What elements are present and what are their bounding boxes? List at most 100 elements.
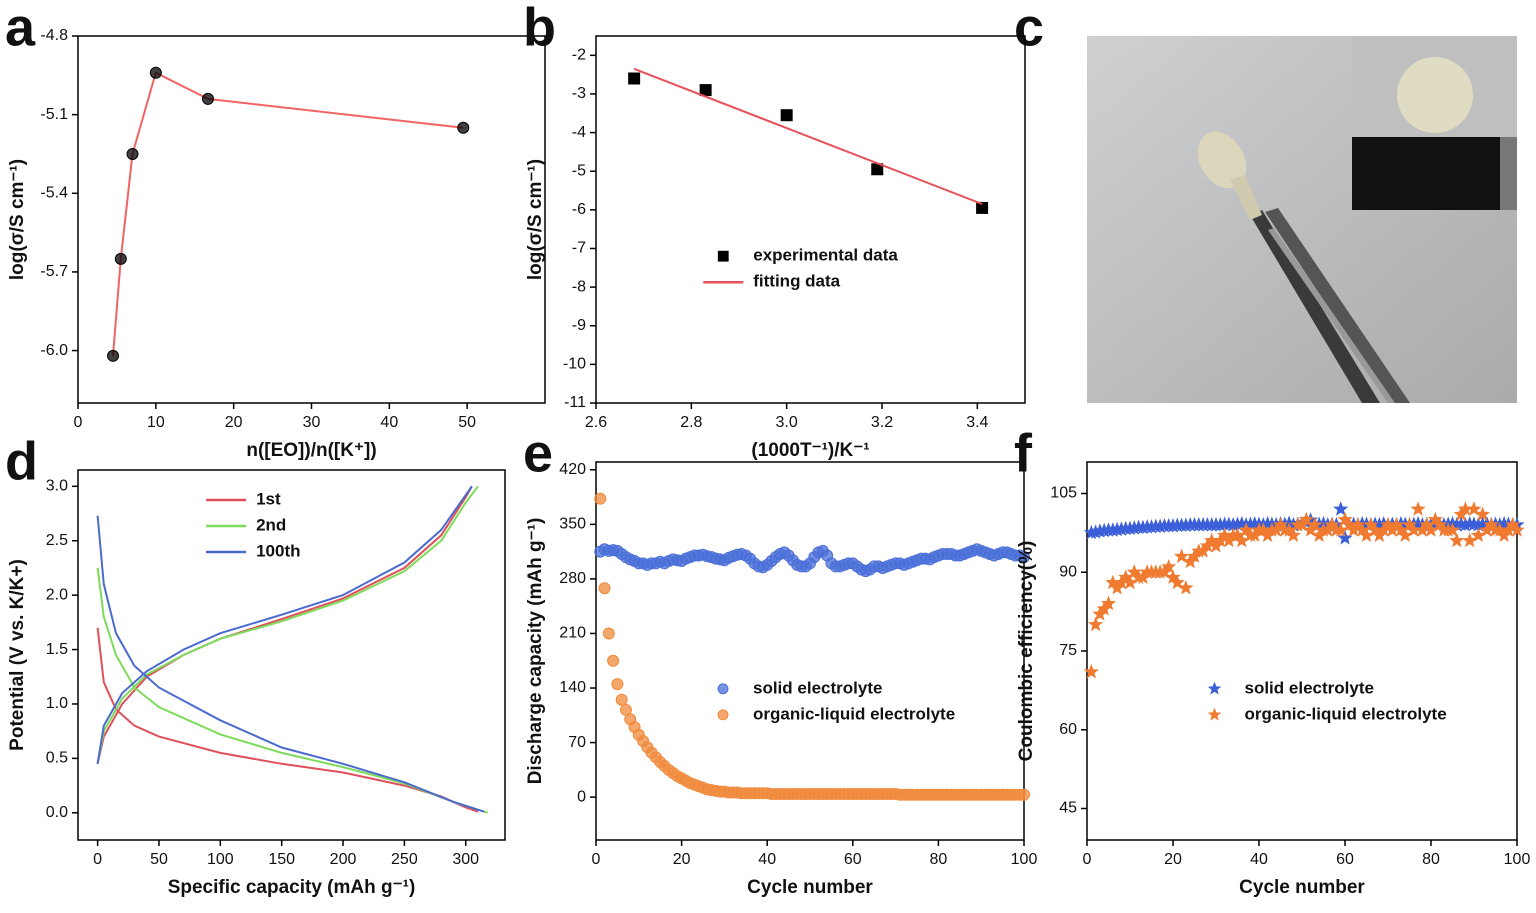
series-line [112, 71, 464, 356]
chart: b (1000T⁻¹)/K⁻¹ log(σ/S cm⁻¹) 2.6 2.8 3.0 3.2 3… [523, 0, 1026, 461]
marker [1204, 532, 1220, 548]
y-tick-label: 1.5 [46, 641, 68, 658]
y-tick-label: 105 [1050, 485, 1077, 502]
marker [1195, 543, 1211, 558]
legend-label: 2nd [256, 515, 286, 534]
x-tick-label: 150 [268, 851, 295, 868]
x-tick-label: 200 [330, 851, 357, 868]
marker [1113, 574, 1129, 590]
marker [1186, 548, 1203, 563]
marker [1303, 522, 1319, 537]
marker [1260, 527, 1276, 542]
marker [1483, 517, 1499, 532]
marker [1449, 532, 1465, 548]
marker [1505, 517, 1521, 532]
y-tick-label: 420 [559, 461, 586, 478]
y-tick-label: -9 [572, 317, 586, 334]
marker [457, 121, 470, 134]
y-tick-label: -5.1 [40, 106, 68, 123]
legend-swatch [1207, 681, 1222, 695]
x-tick-label: 0 [592, 851, 601, 868]
marker [1165, 569, 1181, 584]
marker [1285, 527, 1301, 542]
membrane [1197, 131, 1247, 189]
series-line [633, 67, 983, 205]
marker [1358, 527, 1375, 542]
marker [1371, 517, 1387, 532]
tweezer-arm [1250, 210, 1380, 403]
marker [1118, 569, 1134, 584]
series-line [96, 485, 479, 813]
legend-label: solid electrolyte [753, 678, 882, 697]
x-tick-label: 60 [1336, 851, 1354, 868]
legend-swatch [717, 250, 729, 262]
legend-swatch [1207, 707, 1222, 721]
y-tick-label: -7 [572, 240, 586, 257]
marker [1350, 517, 1366, 532]
marker [149, 66, 162, 79]
y-tick-label: -11 [564, 394, 586, 411]
inset-ruler-edge [1500, 137, 1517, 210]
marker [1393, 522, 1409, 537]
marker [1174, 548, 1190, 563]
x-tick-label: 50 [458, 414, 476, 431]
marker [628, 72, 641, 85]
marker [1255, 522, 1271, 537]
marker [1414, 522, 1430, 537]
marker [1169, 574, 1185, 590]
y-tick-label: -6 [572, 201, 586, 218]
marker [1479, 522, 1495, 537]
marker [1294, 517, 1310, 532]
marker [1324, 517, 1340, 532]
marker [1462, 532, 1478, 548]
x-tick-label: 100 [1011, 851, 1038, 868]
marker [1088, 524, 1104, 539]
marker [1156, 564, 1172, 579]
membrane [1230, 175, 1262, 220]
marker [1363, 517, 1379, 532]
x-axis-title: Specific capacity (mAh g⁻¹) [168, 877, 416, 898]
marker [1238, 522, 1254, 537]
marker [976, 201, 989, 214]
x-tick-label: 3.2 [871, 414, 893, 431]
x-tick-label: 300 [452, 851, 479, 868]
marker [1088, 616, 1104, 632]
x-tick-label: 0 [1083, 851, 1092, 868]
plot-frame [595, 35, 1026, 404]
marker [611, 678, 624, 691]
marker [1281, 522, 1297, 537]
y-tick-label: 0.5 [46, 750, 68, 767]
marker [1100, 595, 1117, 611]
x-tick-label: 40 [1250, 851, 1268, 868]
marker [107, 349, 120, 362]
y-tick-label: -4.8 [40, 27, 68, 44]
y-tick-label: -5.7 [40, 263, 68, 280]
chart: e Cycle number Discharge capacity (mAh g⁻¹… [523, 423, 1037, 898]
marker [1126, 564, 1142, 579]
y-tick-label: 350 [559, 516, 586, 533]
marker [1427, 511, 1443, 527]
marker [1234, 532, 1250, 548]
x-tick-label: 100 [1504, 851, 1531, 868]
y-tick-label: 3.0 [46, 478, 68, 495]
x-tick-label: 80 [930, 851, 948, 868]
x-axis-title: Cycle number [747, 877, 873, 898]
y-tick-label: -5.4 [40, 185, 68, 202]
marker [1376, 522, 1392, 537]
marker [699, 84, 712, 97]
y-tick-label: 2.5 [46, 532, 68, 549]
x-tick-label: 0 [93, 851, 102, 868]
y-tick-label: 70 [568, 734, 586, 751]
x-tick-label: 3.4 [966, 414, 988, 431]
marker [1500, 522, 1516, 537]
x-tick-label: 40 [380, 414, 398, 431]
chart: a n([EO])/n([K⁺]) log(σ/S cm⁻¹) 0 10 20 30 40 50… [5, 0, 546, 461]
marker [1161, 559, 1177, 574]
marker [1457, 517, 1473, 532]
marker [1247, 527, 1263, 542]
x-tick-label: 20 [673, 851, 691, 868]
marker [1397, 527, 1413, 542]
marker [1199, 538, 1215, 553]
series-line [96, 485, 489, 814]
